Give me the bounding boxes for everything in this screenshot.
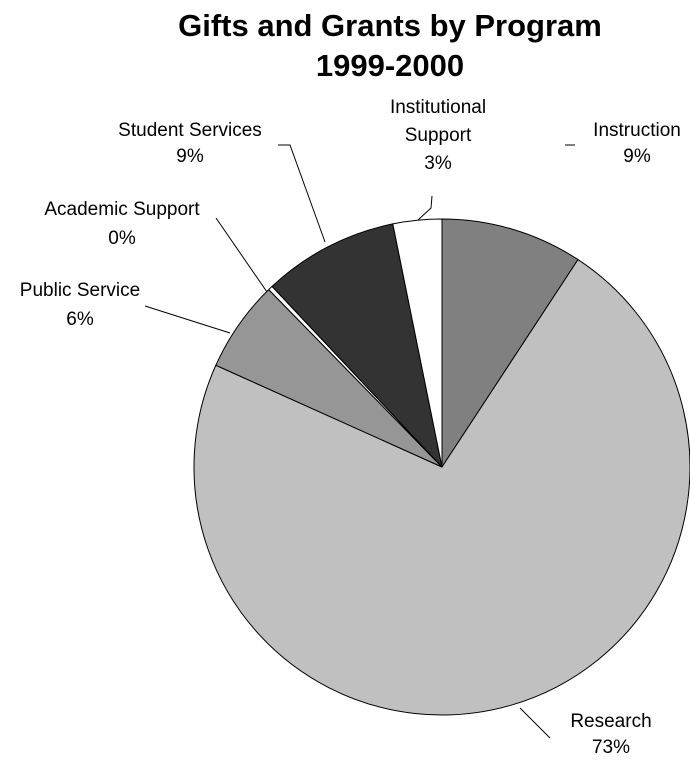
slice-percent-student-services: 9%: [176, 146, 204, 167]
slice-percent-institutional-support: 3%: [424, 153, 452, 174]
slice-label-institutional-support-0: Institutional: [390, 97, 486, 118]
slice-label-public-service-0: Public Service: [20, 280, 140, 301]
chart-title-line-1: Gifts and Grants by Program: [178, 8, 602, 43]
leader-line-student-services: [278, 144, 326, 243]
pie-slice-instruction: [441, 218, 579, 468]
slice-label-research-0: Research: [570, 711, 651, 732]
slice-percent-instruction: 9%: [623, 146, 651, 167]
leader-line-research: [519, 707, 551, 739]
leader-line-public-service: [144, 305, 231, 334]
pie-slice-research: [193, 259, 690, 716]
slice-label-academic-support-0: Academic Support: [44, 199, 200, 220]
leader-line-academic-support: [215, 217, 268, 293]
slice-percent-research: 73%: [592, 737, 630, 758]
pie-slice-institutional-support: [392, 218, 443, 468]
slice-label-institutional-support-1: Support: [405, 125, 472, 146]
pie-slice-student-services: [271, 223, 443, 468]
slice-label-instruction-0: Instruction: [593, 120, 681, 141]
slice-percent-academic-support: 0%: [108, 228, 136, 249]
slice-percent-public-service: 6%: [66, 309, 94, 330]
leader-line-institutional-support: [417, 195, 433, 221]
chart-title-line-2: 1999-2000: [315, 48, 465, 83]
slice-label-student-services-0: Student Services: [118, 120, 262, 141]
